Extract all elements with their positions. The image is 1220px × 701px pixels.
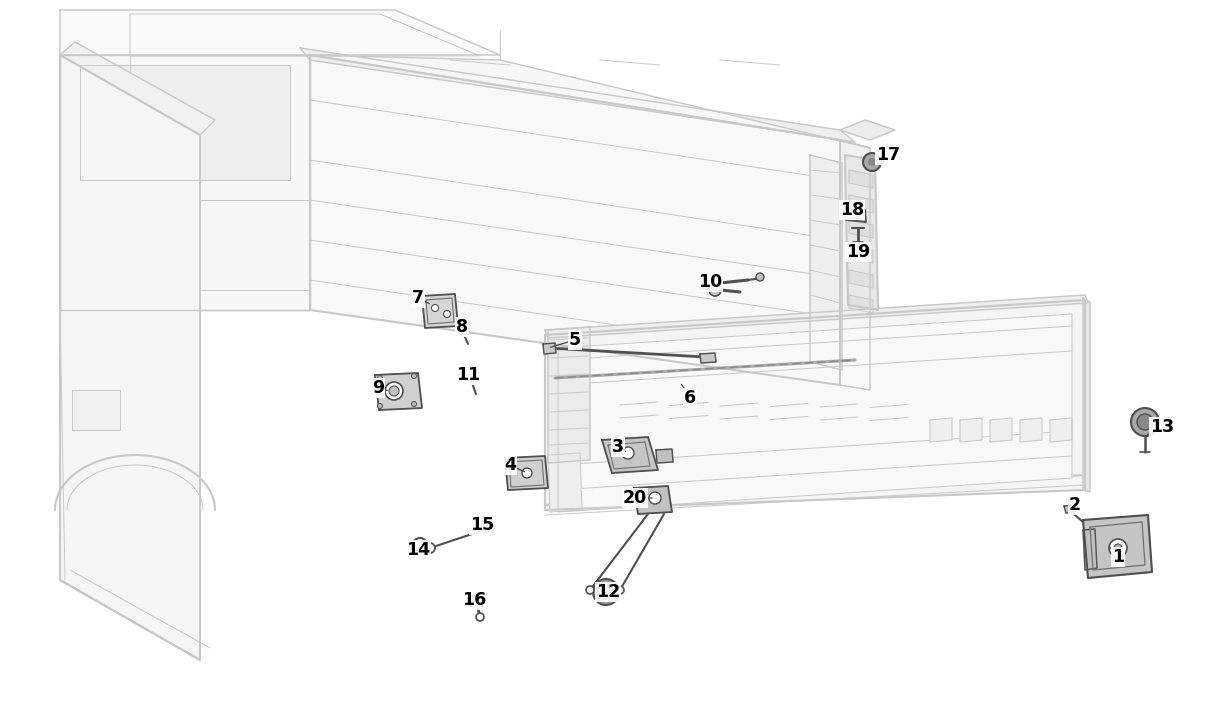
- Polygon shape: [558, 314, 1072, 512]
- Circle shape: [1114, 544, 1122, 552]
- Circle shape: [593, 579, 619, 605]
- Polygon shape: [505, 456, 548, 490]
- Circle shape: [863, 153, 881, 171]
- Polygon shape: [656, 449, 673, 463]
- Text: 5: 5: [569, 331, 581, 349]
- Polygon shape: [310, 55, 870, 148]
- Polygon shape: [849, 195, 874, 213]
- Circle shape: [616, 586, 623, 594]
- Polygon shape: [1020, 418, 1042, 442]
- Polygon shape: [960, 418, 982, 442]
- Circle shape: [867, 158, 876, 166]
- Circle shape: [411, 402, 416, 407]
- Circle shape: [586, 586, 594, 594]
- Circle shape: [486, 524, 494, 532]
- Polygon shape: [849, 295, 874, 313]
- Polygon shape: [300, 48, 855, 142]
- Polygon shape: [60, 42, 215, 135]
- Polygon shape: [467, 374, 475, 380]
- Circle shape: [411, 374, 416, 379]
- Polygon shape: [700, 353, 716, 363]
- Circle shape: [386, 382, 403, 400]
- Circle shape: [1137, 414, 1153, 430]
- Polygon shape: [543, 343, 556, 354]
- Text: 13: 13: [1150, 418, 1174, 436]
- Polygon shape: [1064, 505, 1076, 513]
- Circle shape: [414, 538, 427, 552]
- Polygon shape: [72, 390, 120, 430]
- Text: 6: 6: [684, 389, 697, 407]
- Polygon shape: [845, 208, 866, 222]
- Text: 4: 4: [504, 456, 516, 474]
- Circle shape: [603, 589, 609, 595]
- Circle shape: [522, 468, 532, 478]
- Polygon shape: [601, 437, 658, 473]
- Polygon shape: [1083, 529, 1097, 570]
- Circle shape: [389, 386, 399, 396]
- Polygon shape: [845, 155, 878, 310]
- Circle shape: [476, 613, 484, 621]
- Circle shape: [377, 376, 383, 381]
- Polygon shape: [60, 55, 310, 310]
- Polygon shape: [849, 270, 874, 288]
- Text: 16: 16: [462, 591, 486, 609]
- Circle shape: [649, 492, 661, 504]
- Polygon shape: [60, 55, 200, 660]
- Text: 19: 19: [845, 243, 870, 261]
- Circle shape: [622, 447, 634, 459]
- Text: 15: 15: [470, 516, 494, 534]
- Text: 9: 9: [372, 379, 384, 397]
- Text: 20: 20: [623, 489, 647, 507]
- Text: 18: 18: [839, 201, 864, 219]
- Text: 2: 2: [1069, 496, 1081, 514]
- Polygon shape: [545, 300, 1085, 510]
- Polygon shape: [841, 140, 870, 390]
- Polygon shape: [422, 294, 458, 328]
- Text: 3: 3: [612, 438, 623, 456]
- Polygon shape: [849, 245, 874, 263]
- Text: 12: 12: [595, 583, 620, 601]
- Polygon shape: [634, 486, 672, 514]
- Polygon shape: [545, 295, 1088, 338]
- Circle shape: [709, 284, 721, 296]
- Circle shape: [1131, 408, 1159, 436]
- Text: 11: 11: [456, 366, 481, 384]
- Polygon shape: [930, 418, 952, 442]
- Text: 10: 10: [698, 273, 722, 291]
- Circle shape: [432, 304, 438, 311]
- Polygon shape: [1083, 298, 1089, 492]
- Polygon shape: [459, 327, 467, 332]
- Text: 8: 8: [456, 318, 468, 336]
- Text: 17: 17: [876, 146, 900, 164]
- Polygon shape: [472, 595, 481, 602]
- Circle shape: [756, 273, 764, 281]
- Polygon shape: [989, 418, 1013, 442]
- Text: 14: 14: [406, 541, 431, 559]
- Polygon shape: [548, 327, 590, 463]
- Polygon shape: [1083, 515, 1152, 578]
- Polygon shape: [548, 453, 582, 512]
- Polygon shape: [310, 55, 841, 385]
- Circle shape: [599, 585, 612, 599]
- Polygon shape: [810, 155, 842, 370]
- Polygon shape: [849, 170, 874, 188]
- Circle shape: [425, 543, 436, 553]
- Circle shape: [1109, 539, 1127, 557]
- Polygon shape: [849, 220, 874, 238]
- Circle shape: [377, 404, 383, 409]
- Polygon shape: [60, 10, 500, 55]
- Text: 1: 1: [1111, 548, 1124, 566]
- Polygon shape: [375, 373, 422, 410]
- Circle shape: [444, 311, 450, 318]
- Polygon shape: [81, 65, 290, 180]
- Text: 7: 7: [412, 289, 425, 307]
- Polygon shape: [1050, 418, 1072, 442]
- Polygon shape: [841, 120, 895, 140]
